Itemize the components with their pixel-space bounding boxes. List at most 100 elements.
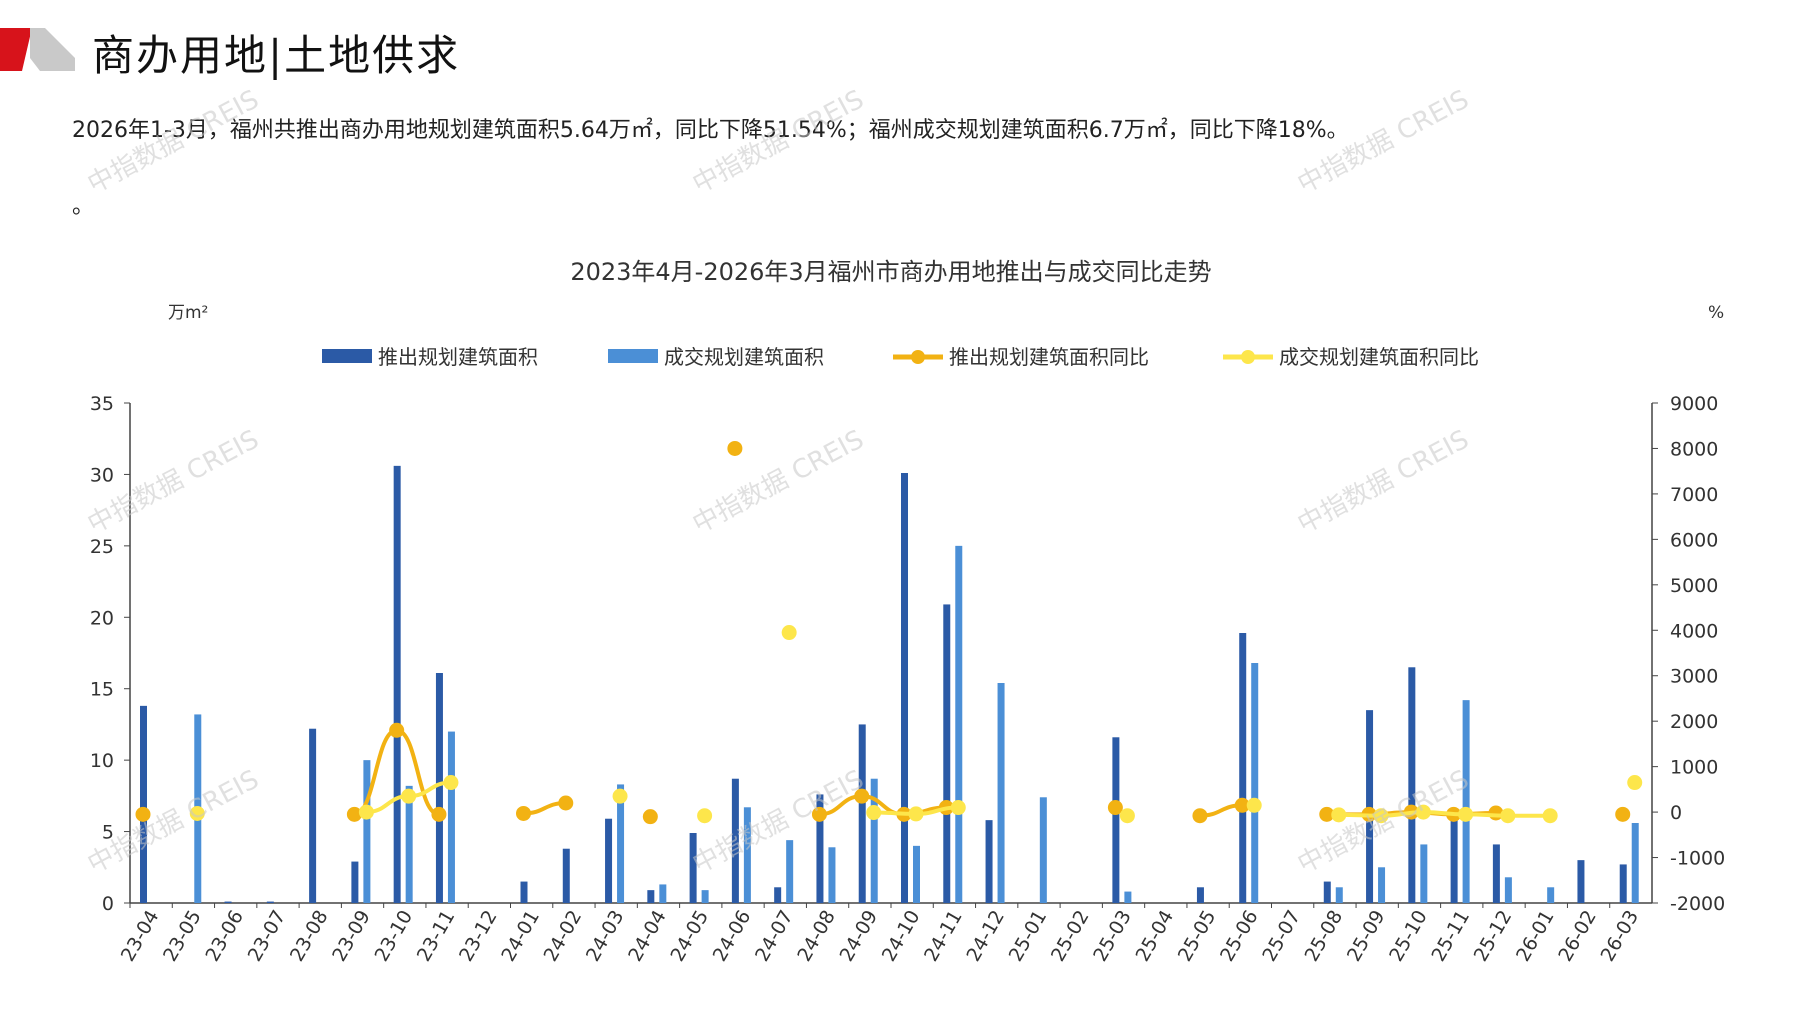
bar — [1619, 864, 1627, 903]
x-tick-label: 23-11 — [413, 907, 460, 966]
bar — [743, 807, 751, 903]
bar — [520, 881, 528, 903]
line-point — [401, 788, 417, 804]
legend-swatch — [322, 349, 372, 363]
x-tick-label: 24-06 — [709, 907, 756, 966]
bar — [1251, 663, 1259, 903]
x-tick-label: 24-04 — [624, 907, 671, 966]
x-tick-label: 23-08 — [286, 907, 333, 966]
left-tick-label: 5 — [102, 822, 114, 844]
bar — [1462, 700, 1470, 903]
bar — [1631, 823, 1639, 903]
bar — [731, 778, 739, 903]
x-tick-label: 24-11 — [920, 907, 967, 966]
bar — [647, 890, 655, 903]
line-point — [346, 806, 362, 822]
bar — [1504, 877, 1512, 903]
line-point — [866, 805, 882, 821]
x-tick-label: 25-08 — [1301, 907, 1348, 966]
x-tick-label: 25-06 — [1216, 907, 1263, 966]
bar — [405, 785, 413, 903]
bar — [1124, 891, 1132, 903]
line-point — [854, 788, 870, 804]
x-tick-label: 25-01 — [1005, 907, 1052, 966]
line-point — [1542, 808, 1558, 824]
x-tick-label: 26-03 — [1597, 907, 1644, 966]
left-tick-label: 0 — [102, 893, 114, 915]
bar — [393, 465, 401, 903]
right-axis-unit: % — [1708, 303, 1724, 323]
right-tick-label: 2000 — [1670, 711, 1718, 733]
bar — [447, 731, 455, 903]
bar — [140, 705, 147, 903]
left-tick-label: 15 — [90, 679, 114, 701]
line-point — [950, 800, 966, 816]
bar — [605, 818, 613, 903]
line-point — [358, 804, 374, 820]
bar — [1408, 667, 1416, 903]
bar — [943, 604, 951, 903]
right-tick-label: -2000 — [1670, 893, 1725, 915]
left-tick-label: 35 — [90, 393, 114, 415]
bar — [816, 794, 824, 903]
x-tick-label: 23-07 — [244, 907, 291, 966]
x-tick-label: 24-05 — [666, 907, 713, 966]
x-tick-label: 23-09 — [328, 907, 375, 966]
bar — [617, 784, 625, 903]
legend-label: 成交规划建筑面积 — [664, 345, 824, 369]
bar — [1323, 881, 1331, 903]
bar — [1492, 844, 1500, 903]
bar — [659, 884, 667, 903]
bar — [1335, 887, 1343, 903]
x-tick-label: 24-02 — [540, 907, 587, 966]
right-tick-label: 0 — [1670, 802, 1682, 824]
line-point — [908, 806, 924, 822]
line-point — [389, 722, 405, 738]
bar — [1112, 737, 1120, 903]
x-tick-label: 24-07 — [751, 907, 798, 966]
bar — [363, 760, 371, 903]
x-tick-label: 23-06 — [201, 907, 248, 966]
bar — [562, 848, 570, 903]
line-point — [1119, 808, 1135, 824]
x-tick-label: 23-05 — [159, 907, 206, 966]
line-point — [135, 806, 151, 822]
line-point — [1627, 775, 1643, 791]
x-tick-label: 23-04 — [117, 907, 164, 966]
bar — [774, 887, 782, 903]
right-tick-label: 1000 — [1670, 757, 1718, 779]
line-point — [1331, 807, 1347, 823]
line-point — [642, 809, 658, 825]
bar — [266, 901, 274, 903]
legend-label: 推出规划建筑面积 — [378, 345, 538, 369]
legend-swatch — [608, 349, 658, 363]
summary-text: 2026年1-3月，福州共推出商办用地规划建筑面积5.64万㎡，同比下降51.5… — [72, 118, 1349, 143]
x-tick-label: 24-08 — [793, 907, 840, 966]
x-tick-label: 24-01 — [497, 907, 544, 966]
right-tick-label: 5000 — [1670, 575, 1718, 597]
line-point — [1234, 797, 1250, 813]
line-point — [1192, 808, 1208, 824]
accent-gray-shape — [30, 28, 75, 71]
line-point — [1458, 806, 1474, 822]
header-accent-logo — [0, 28, 75, 71]
line-point — [189, 805, 205, 821]
legend-swatch-marker — [1241, 350, 1255, 364]
bar — [224, 901, 232, 903]
right-tick-label: 4000 — [1670, 620, 1718, 642]
line-point — [1319, 806, 1335, 822]
bar — [1547, 887, 1555, 903]
x-tick-label: 23-10 — [370, 907, 417, 966]
bar — [1420, 844, 1428, 903]
x-tick-label: 24-12 — [962, 907, 1009, 966]
line-point — [1246, 797, 1262, 813]
x-tick-label: 25-09 — [1343, 907, 1390, 966]
bar — [1039, 797, 1047, 903]
line-point — [1615, 806, 1631, 822]
right-tick-label: 8000 — [1670, 438, 1718, 460]
right-tick-label: 9000 — [1670, 393, 1718, 415]
bar — [985, 820, 993, 903]
bar — [1239, 633, 1247, 903]
chart-title: 2023年4月-2026年3月福州市商办用地推出与成交同比走势 — [570, 258, 1211, 286]
